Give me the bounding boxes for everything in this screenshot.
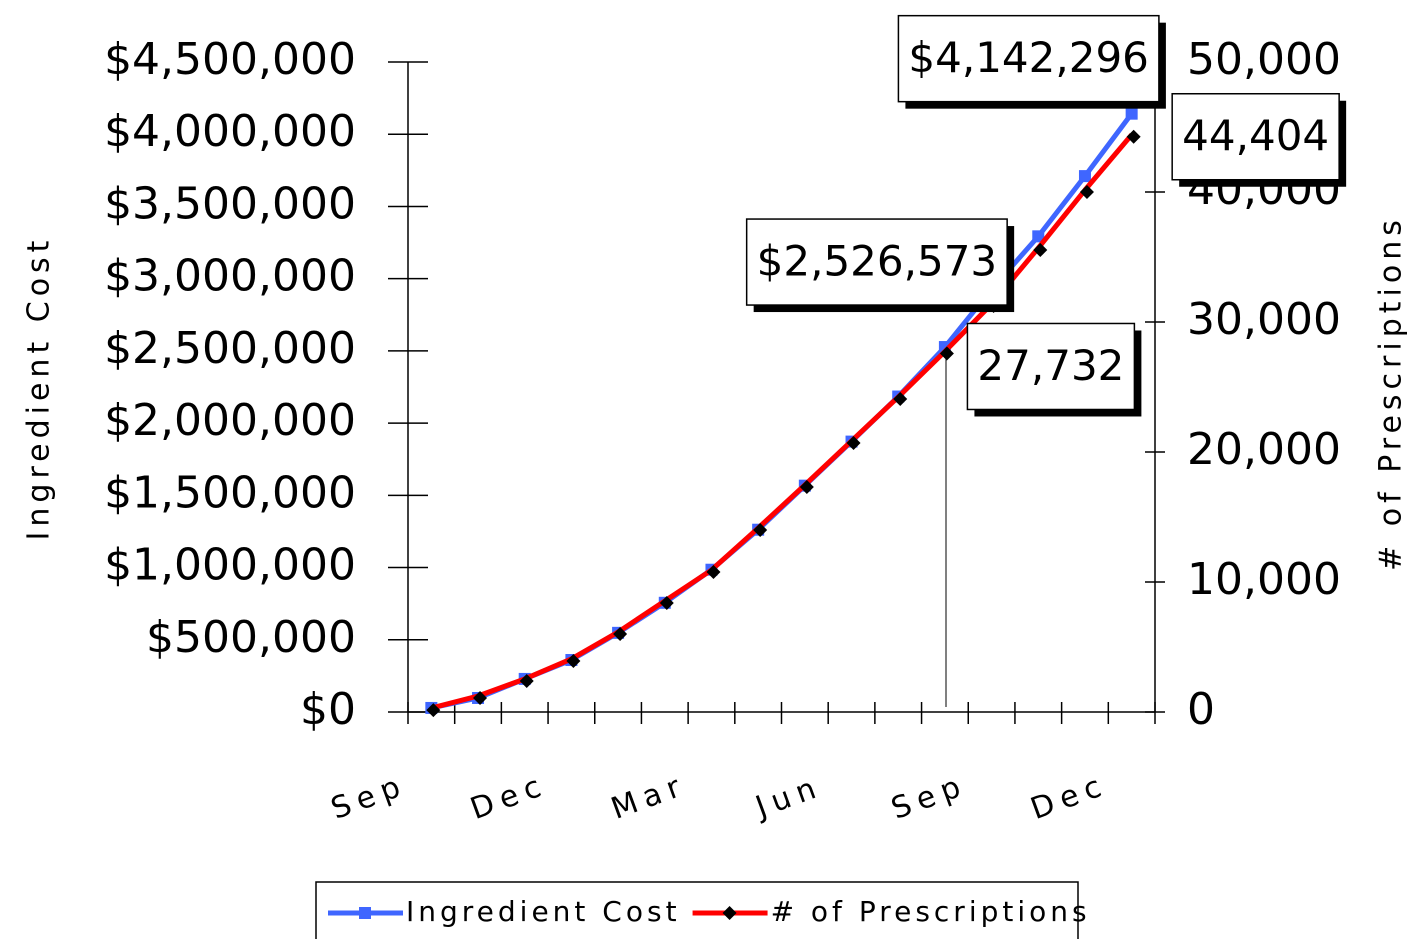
data-label: 27,732: [966, 322, 1142, 417]
marker: [1032, 230, 1045, 243]
y-tick-label: $4,000,000: [104, 106, 356, 157]
label-box: [897, 14, 1160, 103]
marker: [1125, 107, 1138, 120]
x-tick-label: Dec: [466, 767, 552, 827]
marker: [659, 595, 674, 610]
x-tick-label: Jun: [749, 769, 827, 826]
y2-tick-label: 50,000: [1187, 34, 1341, 85]
x-tick-label: Sep: [327, 767, 412, 826]
marker: [706, 565, 721, 580]
legend-marker: [359, 907, 371, 919]
y-tick-label: $0: [300, 684, 356, 735]
marker: [846, 435, 861, 450]
y2-tick-label: 30,000: [1187, 294, 1341, 345]
y-axis-label: Ingredient Cost: [22, 236, 57, 541]
y-tick-label: $3,000,000: [104, 251, 356, 302]
marker: [1033, 243, 1048, 258]
x-tick-label: Dec: [1026, 767, 1112, 827]
data-label: $4,142,296: [897, 14, 1166, 109]
marker: [939, 346, 954, 361]
marker: [1126, 129, 1141, 144]
marker: [1078, 170, 1091, 183]
marker: [893, 392, 908, 407]
marker: [426, 703, 441, 718]
y-tick-label: $3,500,000: [104, 178, 356, 229]
y2-axis-label: # of Prescriptions: [1374, 215, 1409, 571]
marker: [613, 627, 628, 642]
data-label-text: 27,732: [977, 341, 1124, 390]
legend-label: Ingredient Cost: [406, 895, 681, 928]
y-tick-label: $2,500,000: [104, 323, 356, 374]
label-box: [1171, 92, 1340, 181]
marker: [519, 673, 534, 688]
y2-tick-label: 10,000: [1187, 554, 1341, 605]
x-tick-label: Mar: [607, 767, 692, 826]
y2-tick-label: 0: [1187, 684, 1215, 735]
y-tick-label: $500,000: [146, 612, 356, 663]
marker: [473, 691, 488, 706]
data-label: $2,526,573: [745, 218, 1015, 313]
label-box: [966, 322, 1136, 411]
marker: [566, 653, 581, 668]
data-label-text: 44,404: [1182, 111, 1329, 160]
y-tick-label: $1,500,000: [104, 467, 356, 518]
marker: [1079, 185, 1094, 200]
y-tick-label: $2,000,000: [104, 395, 356, 446]
legend-label: # of Prescriptions: [771, 895, 1091, 928]
label-box: [745, 218, 1008, 306]
y-tick-label: $4,500,000: [104, 34, 356, 85]
legend-marker: [722, 906, 737, 920]
y2-tick-label: 20,000: [1187, 424, 1341, 475]
marker: [799, 480, 814, 495]
marker: [753, 523, 768, 538]
x-tick-label: Sep: [887, 767, 972, 826]
line: [430, 133, 1134, 711]
data-label-text: $4,142,296: [908, 33, 1148, 82]
data-label-text: $2,526,573: [757, 237, 997, 286]
y-tick-label: $1,000,000: [104, 540, 356, 591]
data-label: 44,404: [1171, 92, 1347, 187]
